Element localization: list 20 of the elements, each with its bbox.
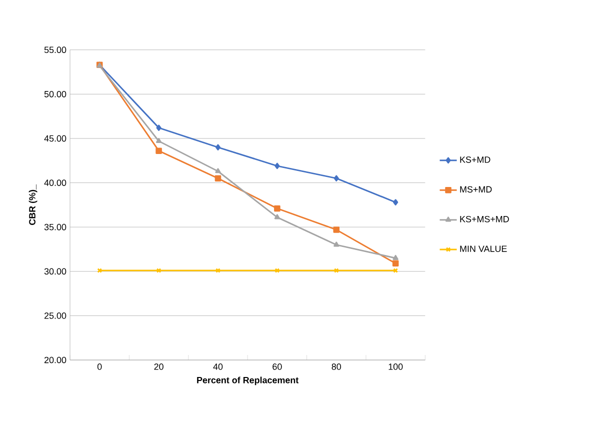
y-tick-label: 25.00 [44,312,66,319]
x-tick-label: 100 [388,364,403,370]
y-tick-label: 30.00 [44,268,66,275]
x-tick-label: 0 [97,364,102,370]
x-axis-title: Percent of Replacement [197,376,299,386]
x-tick-label: 20 [154,364,164,370]
y-tick-label: 35.00 [44,224,66,230]
x-tick-label: 40 [213,364,223,370]
legend-label: KS+MD [460,156,490,163]
y-axis-title: CBR (%)_ [28,184,38,225]
legend-label: MS+MD [460,186,492,193]
x-tick-label: 80 [332,364,342,370]
y-tick-label: 50.00 [44,90,66,98]
legend-label: KS+MS+MD [460,216,509,222]
legend-label: MIN VALUE [460,246,507,252]
x-tick-label: 60 [272,364,282,370]
y-tick-label: 20.00 [44,356,66,364]
y-tick-label: 40.00 [44,180,66,186]
y-tick-label: 45.00 [44,135,66,142]
y-tick-label: 55.00 [44,46,66,54]
